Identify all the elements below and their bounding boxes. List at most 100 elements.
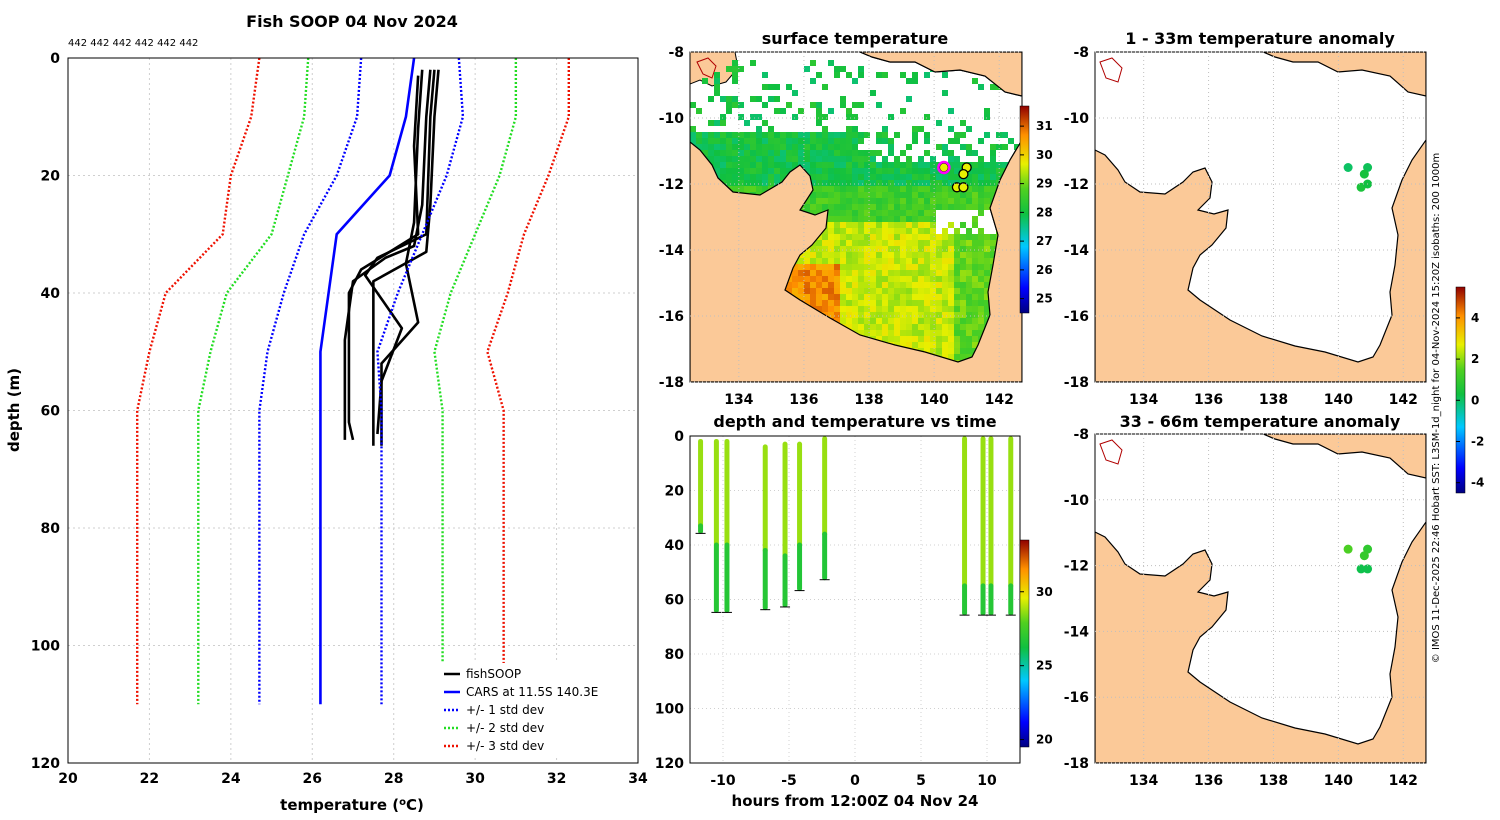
sst-pixel (696, 132, 702, 138)
sst-pixel (798, 276, 804, 282)
sst-pixel (792, 90, 798, 96)
sst-pixel (876, 180, 882, 186)
sst-pixel (780, 108, 786, 114)
sst-pixel (768, 96, 774, 102)
sst-pixel (924, 348, 930, 354)
sst-pixel (972, 198, 978, 204)
sst-pixel (906, 342, 912, 348)
sst-pixel (810, 78, 816, 84)
sst-pixel (936, 342, 942, 348)
sst-pixel (888, 204, 894, 210)
sst-pixel (732, 180, 738, 186)
sst-pixel (876, 294, 882, 300)
sst-pixel (900, 234, 906, 240)
sst-pixel (864, 150, 870, 156)
sst-pixel (864, 168, 870, 174)
sst-pixel (870, 288, 876, 294)
sst-pixel (774, 150, 780, 156)
sst-pixel (930, 204, 936, 210)
sst-pixel (894, 156, 900, 162)
sst-pixel (960, 288, 966, 294)
profile-ylabel: depth (m) (5, 368, 23, 452)
sst-pixel (780, 138, 786, 144)
sst-pixel (702, 150, 708, 156)
sst-pixel (876, 210, 882, 216)
sst-pixel (924, 294, 930, 300)
sst-pixel (792, 138, 798, 144)
lon-tick-label: 140 (1324, 773, 1353, 789)
sst-pixel (1002, 132, 1008, 138)
sst-pixel (750, 162, 756, 168)
sst-pixel (822, 138, 828, 144)
sst-pixel (906, 282, 912, 288)
tick-label-y: 40 (41, 286, 61, 302)
sst-pixel (744, 150, 750, 156)
sst-pixel (984, 306, 990, 312)
sst-pixel (948, 330, 954, 336)
sst-pixel (876, 198, 882, 204)
sst-pixel (828, 258, 834, 264)
sst-pixel (954, 234, 960, 240)
sst-pixel (768, 138, 774, 144)
sst-pixel (834, 150, 840, 156)
sst-pixel (948, 180, 954, 186)
sst-pixel (948, 306, 954, 312)
sst-pixel (864, 324, 870, 330)
sst-pixel (918, 264, 924, 270)
sst-pixel (828, 216, 834, 222)
sst-pixel (936, 144, 942, 150)
sst-pixel (798, 258, 804, 264)
sst-pixel (702, 144, 708, 150)
sst-pixel (936, 204, 942, 210)
sst-pixel (978, 258, 984, 264)
sst-pixel (960, 234, 966, 240)
sst-pixel (948, 246, 954, 252)
sst-pixel (942, 342, 948, 348)
sst-pixel (834, 198, 840, 204)
sst-pixel (870, 156, 876, 162)
lon-tick-label: 140 (920, 392, 949, 408)
sst-pixel (924, 216, 930, 222)
sst-pixel (888, 162, 894, 168)
sst-pixel (912, 162, 918, 168)
sst-pixel (852, 252, 858, 258)
anom2-title: 33 - 66m temperature anomaly (1120, 412, 1401, 431)
sst-pixel (954, 342, 960, 348)
sst-pixel (984, 300, 990, 306)
sst-pixel (708, 96, 714, 102)
sst-pixel (852, 258, 858, 264)
sst-pixel (900, 228, 906, 234)
lat-tick-label: -18 (659, 375, 684, 391)
sst-pixel (948, 168, 954, 174)
sst-pixel (876, 216, 882, 222)
sst-pixel (942, 144, 948, 150)
sst-pixel (924, 198, 930, 204)
sst-pixel (822, 258, 828, 264)
sst-pixel (912, 282, 918, 288)
sst-pixel (936, 258, 942, 264)
sst-pixel (750, 186, 756, 192)
sst-pixel (876, 246, 882, 252)
lon-tick-label: 136 (1194, 773, 1223, 789)
sst-pixel (816, 276, 822, 282)
sst-pixel (726, 168, 732, 174)
sst-pixel (810, 258, 816, 264)
sst-pixel (888, 240, 894, 246)
sst-pixel (858, 258, 864, 264)
sst-pixel (900, 330, 906, 336)
sst-pixel (972, 330, 978, 336)
sst-pixel (762, 72, 768, 78)
sst-pixel (720, 120, 726, 126)
sst-pixel (828, 234, 834, 240)
sst-pixel (888, 138, 894, 144)
sst-pixel (942, 354, 948, 360)
sst-pixel (780, 156, 786, 162)
sst-pixel (960, 324, 966, 330)
sst-pixel (870, 276, 876, 282)
sst-pixel (828, 186, 834, 192)
sst-pixel (966, 342, 972, 348)
sst-pixel (798, 132, 804, 138)
sst-pixel (930, 192, 936, 198)
sst-pixel (828, 150, 834, 156)
time-tick-label-y: 20 (665, 484, 685, 500)
